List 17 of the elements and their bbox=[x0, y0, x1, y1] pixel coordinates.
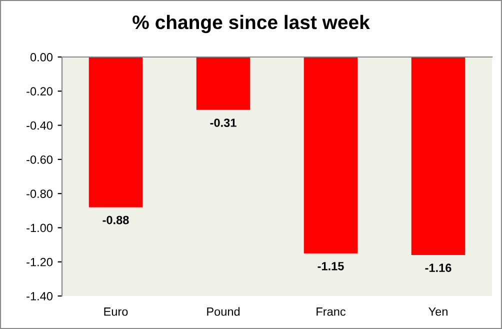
x-tick-label: Euro bbox=[104, 308, 128, 316]
x-tick-label: Franc bbox=[316, 308, 346, 316]
chart-title: % change since last week bbox=[132, 14, 370, 34]
y-tick-label: -0.80 bbox=[26, 190, 53, 198]
data-label: -1.15 bbox=[318, 262, 344, 270]
y-tick-label: 0.00 bbox=[30, 53, 53, 62]
y-tick-label: -0.60 bbox=[26, 155, 53, 164]
x-tick-label: Yen bbox=[428, 308, 448, 316]
y-tick-label: -1.20 bbox=[26, 258, 53, 266]
data-label: -1.16 bbox=[425, 264, 452, 272]
y-tick-label: -0.40 bbox=[26, 121, 53, 130]
data-label: -0.88 bbox=[102, 216, 129, 224]
x-tick-label: Pound bbox=[207, 307, 240, 316]
y-tick-label: -0.20 bbox=[26, 87, 53, 96]
y-tick-label: -1.00 bbox=[26, 224, 53, 232]
y-tick-label: -1.40 bbox=[26, 292, 53, 300]
data-label: -0.31 bbox=[210, 118, 236, 127]
